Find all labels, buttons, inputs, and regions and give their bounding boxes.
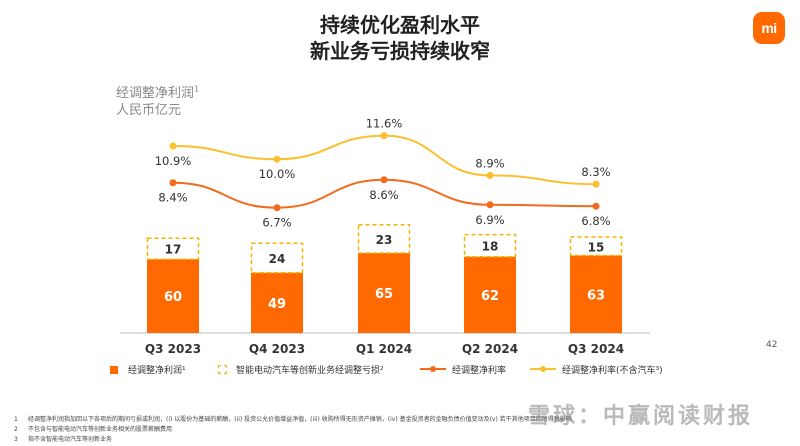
page-title-line2: 新业务亏损持续收窄 <box>310 39 490 63</box>
chart-unit-currency: 人民币亿元 <box>116 103 182 118</box>
margin-ex-car-point <box>592 180 600 188</box>
bar-adjusted-net-profit <box>358 253 410 333</box>
net-margin-point <box>592 202 600 210</box>
legend-net-margin-ex-car: 经调整净利率(不含汽车³) <box>530 363 663 376</box>
dashed-box-innovation-loss <box>463 233 517 258</box>
legend-label: 智能电动汽车等创新业务经调整亏损² <box>236 366 384 376</box>
bar-value-label: 63 <box>587 288 605 303</box>
bar-value-label: 49 <box>268 297 286 312</box>
legend-label: 经调整净利率 <box>452 366 507 376</box>
page-title-line1: 持续优化盈利水平 <box>320 13 480 37</box>
x-tick-label: Q3 2023 <box>145 342 201 356</box>
net-margin-point <box>380 176 388 184</box>
margin-ex-car-label: 8.3% <box>581 165 610 179</box>
footnote-text: 不包含与智能电动汽车等创新业务相关的股票薪酬费用 <box>28 426 173 433</box>
dashed-box-value-label: 15 <box>588 240 605 254</box>
footnote-number: 2 <box>14 426 18 433</box>
x-tick-label: Q1 2024 <box>356 342 412 356</box>
x-tick-label: Q2 2024 <box>462 342 518 356</box>
bar-value-label: 60 <box>164 290 182 305</box>
net-margin-label: 6.7% <box>262 216 291 230</box>
bar-adjusted-net-profit <box>570 255 622 333</box>
unit-line1-footnote: 1 <box>194 84 200 94</box>
margin-ex-car-point <box>486 171 494 179</box>
footnote-number: 1 <box>14 416 18 423</box>
net-margin-label: 6.9% <box>475 213 504 227</box>
footnote: 2 不包含与智能电动汽车等创新业务相关的股票薪酬费用 <box>14 424 172 433</box>
dashed-box-value-label: 24 <box>269 252 286 266</box>
legend-net-margin: 经调整净利率 <box>420 363 506 376</box>
unit-line1: 经调整净利润 <box>116 86 195 101</box>
legend-label: 经调整净利率(不含汽车³) <box>562 366 663 376</box>
dashed-box-value-label: 18 <box>482 240 499 254</box>
footnote-text: 指不含智能电动汽车等创新业务 <box>28 436 113 443</box>
bar-adjusted-net-profit <box>147 259 199 333</box>
net-margin-label: 6.8% <box>581 214 610 228</box>
net-margin-point <box>273 204 281 212</box>
xiaomi-logo: mi <box>753 12 785 44</box>
bar-adjusted-net-profit <box>251 272 303 333</box>
watermark: 雪球：中赢阅读财报 <box>528 404 754 429</box>
dashed-box-value-label: 23 <box>376 233 393 247</box>
footnote: 3 指不含智能电动汽车等创新业务 <box>14 434 112 443</box>
dashed-box-innovation-loss <box>146 237 200 260</box>
footnote-number: 3 <box>14 436 18 443</box>
footnote-text: 经调整净利润指加回以下各项后的期间亏损或利润，(i) 以股份为基础的薪酬，(ii… <box>28 416 572 423</box>
margin-ex-car-label: 11.6% <box>366 117 403 131</box>
x-tick-label: Q3 2024 <box>568 342 624 356</box>
margin-ex-car-point <box>169 142 177 150</box>
dashed-box-innovation-loss <box>569 236 623 257</box>
net-margin-point <box>169 179 177 187</box>
net-margin-point <box>486 201 494 209</box>
bar-value-label: 62 <box>481 289 499 304</box>
dashed-box-innovation-loss <box>250 242 304 274</box>
net-margin-label: 8.6% <box>369 188 398 202</box>
net-margin-label: 8.4% <box>158 191 187 205</box>
dashed-box-value-label: 17 <box>165 243 182 257</box>
legend-innovation-loss: 智能电动汽车等创新业务经调整亏损² <box>218 363 384 376</box>
bar-value-label: 65 <box>375 287 393 302</box>
legend-label: 经调整净利润¹ <box>128 366 186 376</box>
chart-unit-label: 经调整净利润1 <box>116 82 199 101</box>
legend-adjusted-net-profit: 经调整净利润¹ <box>110 363 186 376</box>
margin-ex-car-label: 10.0% <box>259 167 296 181</box>
margin-ex-car-point <box>273 155 281 163</box>
margin-ex-car-label: 10.9% <box>155 154 192 168</box>
page-number: 42 <box>766 340 778 350</box>
margin-ex-car-label: 8.9% <box>475 156 504 170</box>
margin-ex-car-point <box>380 132 388 140</box>
bar-adjusted-net-profit <box>464 256 516 333</box>
footnote: 1 经调整净利润指加回以下各项后的期间亏损或利润，(i) 以股份为基础的薪酬，(i… <box>14 414 572 423</box>
x-tick-label: Q4 2023 <box>249 342 305 356</box>
dashed-box-innovation-loss <box>357 224 411 254</box>
